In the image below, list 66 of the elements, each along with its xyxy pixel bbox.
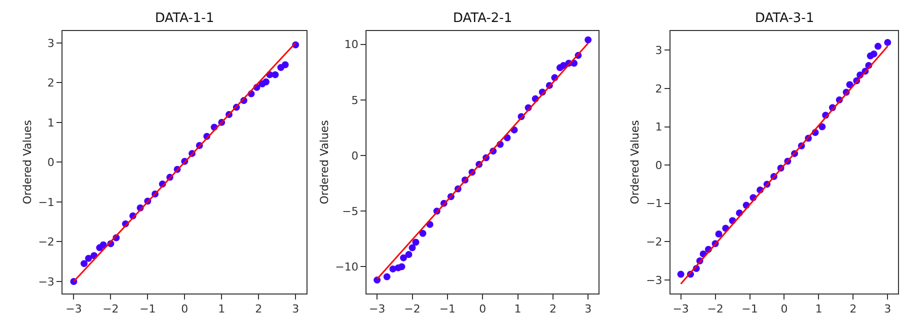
- point: [80, 260, 88, 268]
- y-axis-title: Ordered Values: [628, 120, 642, 204]
- x-tick-label: −3: [66, 302, 82, 316]
- y-tick-label: −2: [38, 236, 54, 249]
- y-tick-label: −3: [646, 274, 662, 287]
- y-tick-label: 2: [655, 82, 662, 96]
- y-tick-label: −2: [646, 236, 662, 249]
- point: [85, 254, 92, 262]
- y-tick-label: 10: [344, 38, 358, 52]
- x-tick-label: 1: [514, 302, 522, 316]
- point: [282, 61, 289, 68]
- chart-title: DATA-2-1: [453, 11, 512, 26]
- x-tick-label: −2: [404, 302, 420, 316]
- y-tick-label: 5: [351, 94, 358, 107]
- y-tick-label: 1: [655, 120, 662, 134]
- point: [419, 230, 426, 237]
- point: [398, 263, 406, 270]
- y-tick-label: −10: [335, 260, 358, 274]
- point: [262, 78, 270, 86]
- point: [818, 123, 826, 130]
- y-tick-label: −1: [38, 196, 54, 209]
- y-axis-title: Ordered Values: [20, 120, 34, 204]
- point: [272, 71, 279, 78]
- point: [405, 250, 412, 258]
- x-tick-label: 3: [292, 302, 300, 316]
- y-tick-label: 3: [655, 44, 662, 57]
- y-tick-label: −3: [38, 275, 54, 288]
- x-tick-label: −3: [369, 302, 386, 316]
- point: [408, 244, 416, 252]
- y-tick-label: 0: [47, 156, 54, 170]
- point: [400, 254, 407, 262]
- y-tick-label: 2: [47, 76, 54, 90]
- y-tick-label: 0: [655, 158, 662, 172]
- x-tick-label: −3: [672, 302, 689, 316]
- x-tick-label: 3: [584, 302, 592, 316]
- x-tick-label: 0: [479, 302, 486, 316]
- y-axis-title: Ordered Values: [318, 120, 331, 204]
- y-tick-label: −1: [646, 197, 662, 210]
- point: [584, 36, 592, 44]
- x-tick-label: 0: [181, 302, 188, 316]
- x-tick-label: 2: [850, 302, 857, 316]
- x-tick-label: −1: [742, 302, 758, 316]
- x-tick-label: 3: [884, 302, 892, 316]
- x-tick-label: 1: [218, 302, 226, 316]
- point: [677, 270, 684, 278]
- x-tick-label: −2: [102, 302, 119, 316]
- y-tick-label: −5: [342, 204, 358, 218]
- x-tick-label: −1: [140, 302, 156, 316]
- chart-title: DATA-1-1: [155, 11, 214, 26]
- x-tick-label: 0: [780, 302, 788, 316]
- point: [874, 42, 882, 50]
- chart-title: DATA-3-1: [755, 11, 814, 26]
- x-tick-label: 2: [549, 302, 556, 316]
- point: [412, 238, 420, 246]
- y-tick-label: 1: [47, 116, 54, 130]
- point: [884, 38, 892, 46]
- x-tick-label: 1: [815, 302, 822, 316]
- y-tick-label: 3: [47, 36, 54, 50]
- point: [846, 81, 854, 88]
- y-tick-label: 0: [351, 149, 358, 162]
- point: [715, 230, 722, 238]
- x-tick-label: −1: [439, 302, 456, 316]
- point: [870, 50, 878, 58]
- x-tick-label: 2: [255, 302, 262, 316]
- point: [383, 273, 390, 280]
- x-tick-label: −2: [707, 302, 724, 316]
